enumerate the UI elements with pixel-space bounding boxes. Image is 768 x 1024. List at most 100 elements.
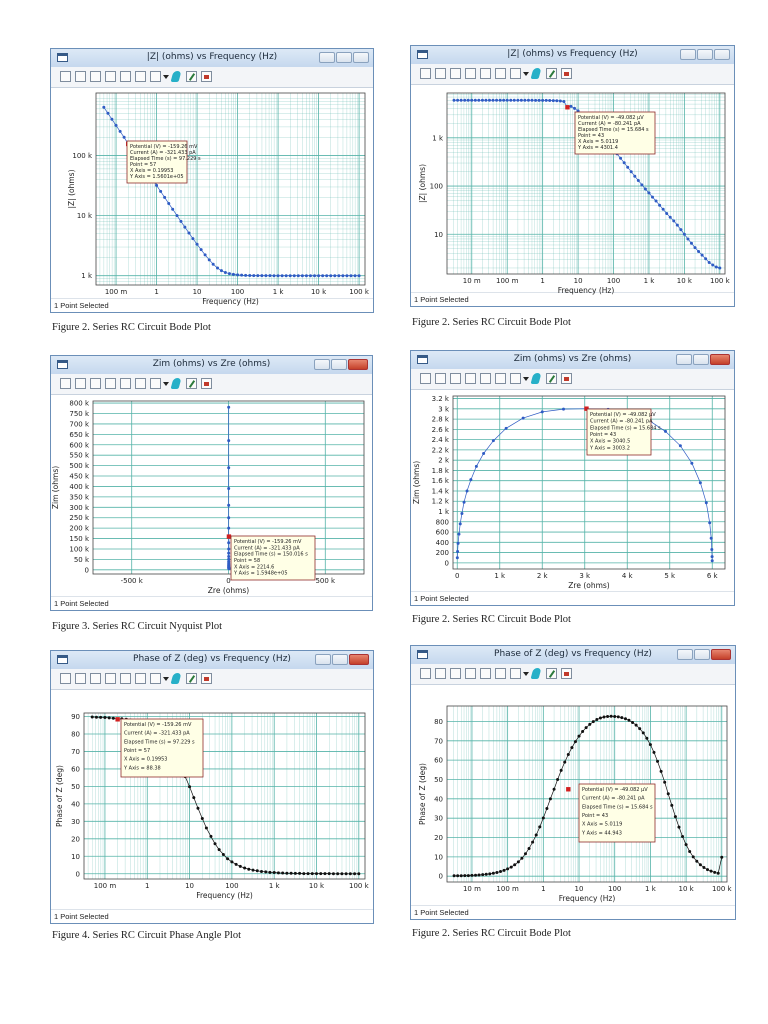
data-point[interactable] bbox=[710, 547, 714, 551]
data-point[interactable] bbox=[243, 866, 247, 870]
zoom-fit-icon[interactable] bbox=[75, 71, 86, 82]
data-point[interactable] bbox=[544, 98, 548, 102]
data-point[interactable] bbox=[227, 487, 231, 491]
data-point[interactable] bbox=[179, 219, 183, 223]
zoom-box-icon[interactable] bbox=[450, 68, 461, 79]
data-point[interactable] bbox=[506, 867, 510, 871]
data-point[interactable] bbox=[691, 855, 695, 859]
data-point[interactable] bbox=[227, 272, 231, 276]
data-point[interactable] bbox=[219, 269, 223, 273]
data-point[interactable] bbox=[558, 99, 562, 103]
data-point[interactable] bbox=[289, 871, 293, 875]
data-point[interactable] bbox=[268, 870, 272, 874]
maximize-icon[interactable] bbox=[697, 49, 713, 60]
copy-icon[interactable] bbox=[150, 673, 161, 684]
zoom-box-icon[interactable] bbox=[90, 378, 101, 389]
data-point[interactable] bbox=[626, 165, 630, 169]
data-point[interactable] bbox=[203, 253, 207, 257]
data-point[interactable] bbox=[689, 241, 693, 245]
zoom-in-icon[interactable] bbox=[480, 668, 491, 679]
data-point[interactable] bbox=[227, 551, 231, 555]
cursor-icon[interactable] bbox=[105, 71, 116, 82]
data-point[interactable] bbox=[509, 98, 513, 102]
data-point[interactable] bbox=[183, 225, 187, 229]
data-point[interactable] bbox=[678, 444, 682, 448]
data-point[interactable] bbox=[302, 872, 306, 876]
data-point[interactable] bbox=[227, 541, 231, 545]
data-point[interactable] bbox=[709, 869, 713, 873]
data-point[interactable] bbox=[159, 189, 163, 193]
dropdown-arrow-icon[interactable] bbox=[523, 672, 529, 676]
data-point[interactable] bbox=[654, 199, 658, 203]
data-point[interactable] bbox=[690, 461, 694, 465]
data-point[interactable] bbox=[488, 872, 492, 876]
data-point[interactable] bbox=[512, 98, 516, 102]
data-point[interactable] bbox=[562, 99, 566, 103]
selected-point[interactable] bbox=[584, 406, 589, 411]
data-point[interactable] bbox=[470, 873, 474, 877]
data-point[interactable] bbox=[530, 98, 534, 102]
pen-icon[interactable] bbox=[546, 68, 557, 79]
data-point[interactable] bbox=[573, 106, 577, 110]
close-icon[interactable] bbox=[353, 52, 369, 63]
cursor-icon[interactable] bbox=[465, 68, 476, 79]
zoom-out-icon[interactable] bbox=[495, 68, 506, 79]
data-point[interactable] bbox=[570, 746, 574, 750]
data-point[interactable] bbox=[623, 717, 627, 721]
data-point[interactable] bbox=[700, 253, 704, 257]
zoom-in-icon[interactable] bbox=[480, 68, 491, 79]
data-point[interactable] bbox=[534, 833, 538, 837]
data-point[interactable] bbox=[175, 214, 179, 218]
maximize-icon[interactable] bbox=[331, 359, 347, 370]
data-point[interactable] bbox=[645, 736, 649, 740]
data-point[interactable] bbox=[213, 842, 217, 846]
data-point[interactable] bbox=[598, 716, 602, 720]
data-point[interactable] bbox=[204, 826, 208, 830]
data-point[interactable] bbox=[640, 183, 644, 187]
annotation-icon[interactable] bbox=[561, 668, 572, 679]
data-point[interactable] bbox=[577, 734, 581, 738]
data-point[interactable] bbox=[502, 868, 506, 872]
data-point[interactable] bbox=[513, 863, 517, 867]
data-point[interactable] bbox=[348, 872, 352, 876]
data-point[interactable] bbox=[602, 715, 606, 719]
data-point[interactable] bbox=[552, 787, 556, 791]
data-point[interactable] bbox=[103, 716, 107, 720]
minimize-icon[interactable] bbox=[677, 649, 693, 660]
data-point[interactable] bbox=[226, 857, 230, 861]
data-point[interactable] bbox=[281, 871, 285, 875]
data-point[interactable] bbox=[545, 807, 549, 811]
data-point[interactable] bbox=[296, 274, 300, 278]
data-point[interactable] bbox=[631, 720, 635, 724]
data-point[interactable] bbox=[327, 872, 331, 876]
data-point[interactable] bbox=[702, 865, 706, 869]
data-point[interactable] bbox=[292, 274, 296, 278]
zoom-box-icon[interactable] bbox=[90, 673, 101, 684]
data-point[interactable] bbox=[541, 98, 545, 102]
data-point[interactable] bbox=[708, 521, 712, 525]
data-point[interactable] bbox=[710, 555, 714, 559]
data-point[interactable] bbox=[648, 743, 652, 747]
data-point[interactable] bbox=[340, 872, 344, 876]
data-point[interactable] bbox=[477, 873, 481, 877]
data-point[interactable] bbox=[495, 98, 499, 102]
data-point[interactable] bbox=[665, 211, 669, 215]
data-point[interactable] bbox=[652, 750, 656, 754]
data-point[interactable] bbox=[643, 187, 647, 191]
data-point[interactable] bbox=[663, 780, 667, 784]
data-point[interactable] bbox=[337, 274, 341, 278]
minimize-icon[interactable] bbox=[680, 49, 696, 60]
cursor-icon[interactable] bbox=[465, 668, 476, 679]
data-point[interactable] bbox=[333, 274, 337, 278]
data-point[interactable] bbox=[111, 716, 115, 720]
cursor-icon[interactable] bbox=[105, 378, 116, 389]
data-point[interactable] bbox=[329, 274, 333, 278]
data-point[interactable] bbox=[207, 258, 211, 262]
data-point[interactable] bbox=[706, 868, 710, 872]
data-point[interactable] bbox=[223, 270, 227, 274]
data-point[interactable] bbox=[276, 274, 280, 278]
data-point[interactable] bbox=[698, 481, 702, 485]
data-point[interactable] bbox=[469, 478, 473, 482]
data-point[interactable] bbox=[457, 532, 461, 536]
zoom-in-icon[interactable] bbox=[480, 373, 491, 384]
